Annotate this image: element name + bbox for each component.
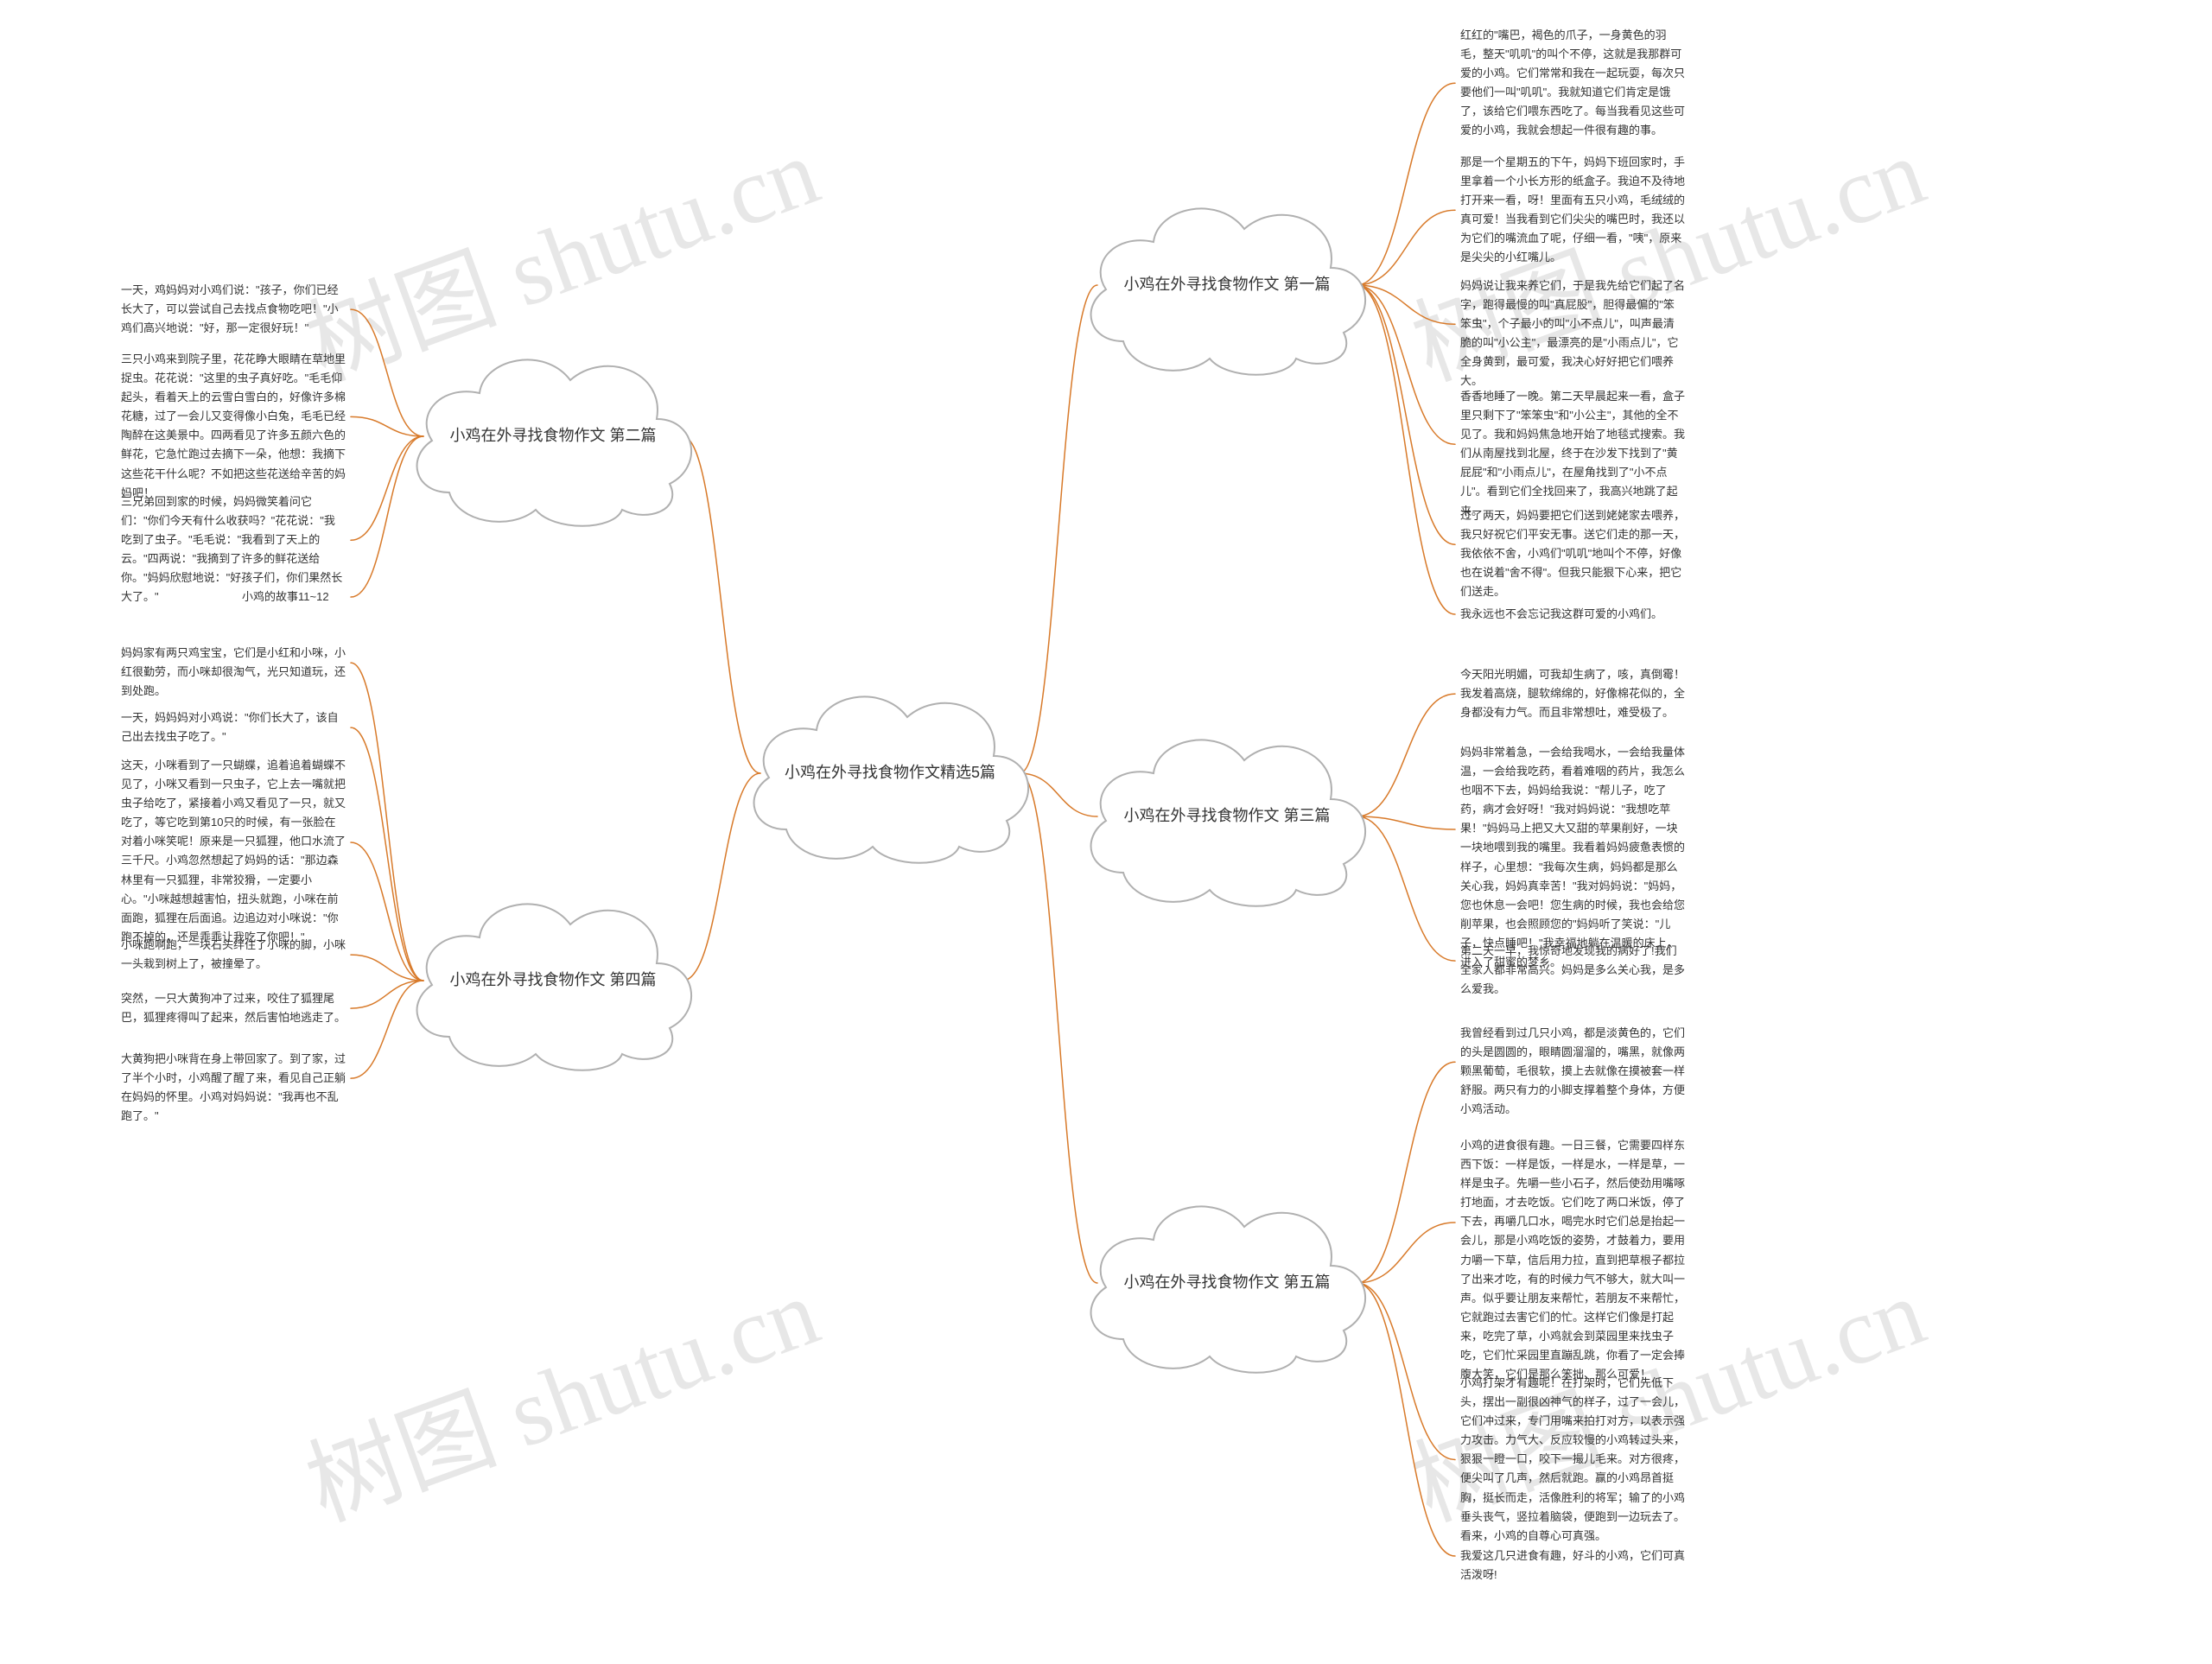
branch-essay4: 小鸡在外寻找食物作文 第四篇: [397, 881, 709, 1080]
branch-essay3: 小鸡在外寻找食物作文 第三篇: [1071, 717, 1382, 916]
leaf-text: 一天，妈妈妈对小鸡说："你们长大了，该自己出去找虫子吃了。": [121, 708, 346, 746]
leaf-text: 大黄狗把小咪背在身上带回家了。到了家，过了半个小时，小鸡醒了醒了来，看见自己正躺…: [121, 1050, 346, 1126]
leaf-text: 一天，鸡妈妈对小鸡们说："孩子，你们已经长大了，可以尝试自己去找点食物吃吧！"小…: [121, 281, 346, 338]
branch-essay5-label: 小鸡在外寻找食物作文 第五篇: [1071, 1184, 1382, 1382]
leaf-text: 妈妈说让我来养它们，于是我先给它们起了名字，跑得最慢的叫"真屁股"，胆得最偏的"…: [1460, 276, 1685, 391]
branch-essay2: 小鸡在外寻找食物作文 第二篇: [397, 337, 709, 536]
leaf-text: 过了两天，妈妈要把它们送到姥姥家去喂养，我只好祝它们平安无事。送它们走的那一天，…: [1460, 506, 1685, 601]
branch-essay2-label: 小鸡在外寻找食物作文 第二篇: [397, 337, 709, 536]
leaf-text: 香香地睡了一晚。第二天早晨起来一看，盒子里只剩下了"笨笨虫"和"小公主"，其他的…: [1460, 387, 1685, 521]
leaf-text: 小鸡的故事11~12: [242, 587, 346, 607]
branch-essay1: 小鸡在外寻找食物作文 第一篇: [1071, 186, 1382, 384]
leaf-text: 妈妈家有两只鸡宝宝，它们是小红和小咪，小红很勤劳，而小咪却很淘气，光只知道玩，还…: [121, 644, 346, 701]
leaf-text: 红红的"嘴巴，褐色的爪子，一身黄色的羽毛，整天"叽叽"的叫个不停，这就是我那群可…: [1460, 26, 1685, 141]
root-node: 小鸡在外寻找食物作文精选5篇: [734, 674, 1046, 873]
branch-essay5: 小鸡在外寻找食物作文 第五篇: [1071, 1184, 1382, 1382]
leaf-text: 三只小鸡来到院子里，花花睁大眼睛在草地里捉虫。花花说："这里的虫子真好吃。"毛毛…: [121, 350, 346, 503]
leaf-text: 我永远也不会忘记我这群可爱的小鸡们。: [1460, 605, 1685, 624]
leaf-text: 妈妈非常着急，一会给我喝水，一会给我量体温，一会给我吃药，看着难咽的药片，我怎么…: [1460, 743, 1685, 972]
leaf-text: 突然，一只大黄狗冲了过来，咬住了狐狸尾巴，狐狸疼得叫了起来，然后害怕地逃走了。: [121, 989, 346, 1027]
leaf-text: 那是一个星期五的下午，妈妈下班回家时，手里拿着一个小长方形的纸盒子。我迫不及待地…: [1460, 153, 1685, 268]
branch-essay1-label: 小鸡在外寻找食物作文 第一篇: [1071, 186, 1382, 384]
leaf-text: 小咪跑啊跑，一块石头绊住了小咪的脚，小咪一头栽到树上了，被撞晕了。: [121, 936, 346, 974]
mindmap-canvas: 树图 shutu.cn树图 shutu.cn树图 shutu.cn树图 shut…: [0, 0, 2212, 1664]
leaf-text: 第二天一早，我惊奇地发现我的病好了!我们全家人都非常高兴。妈妈是多么关心我，是多…: [1460, 942, 1685, 999]
leaf-text: 小鸡打架才有趣呢！在打架时，它们先低下头，摆出一副很凶神气的样子，过了一会儿，它…: [1460, 1374, 1685, 1546]
leaf-text: 这天，小咪看到了一只蝴蝶，追着追着蝴蝶不见了，小咪又看到一只虫子，它上去一嘴就把…: [121, 756, 346, 947]
leaf-text: 我曾经看到过几只小鸡，都是淡黄色的，它们的头是圆圆的，眼睛圆溜溜的，嘴黑，就像两…: [1460, 1024, 1685, 1119]
leaf-text: 小鸡的进食很有趣。一日三餐，它需要四样东西下饭：一样是饭，一样是水，一样是草，一…: [1460, 1136, 1685, 1384]
branch-essay4-label: 小鸡在外寻找食物作文 第四篇: [397, 881, 709, 1080]
leaf-text: 我爱这几只进食有趣，好斗的小鸡，它们可真活泼呀!: [1460, 1547, 1685, 1585]
root-node-label: 小鸡在外寻找食物作文精选5篇: [734, 674, 1046, 873]
branch-essay3-label: 小鸡在外寻找食物作文 第三篇: [1071, 717, 1382, 916]
leaf-text: 今天阳光明媚，可我却生病了，咳，真倒霉！我发着高烧，腿软绵绵的，好像棉花似的，全…: [1460, 665, 1685, 722]
